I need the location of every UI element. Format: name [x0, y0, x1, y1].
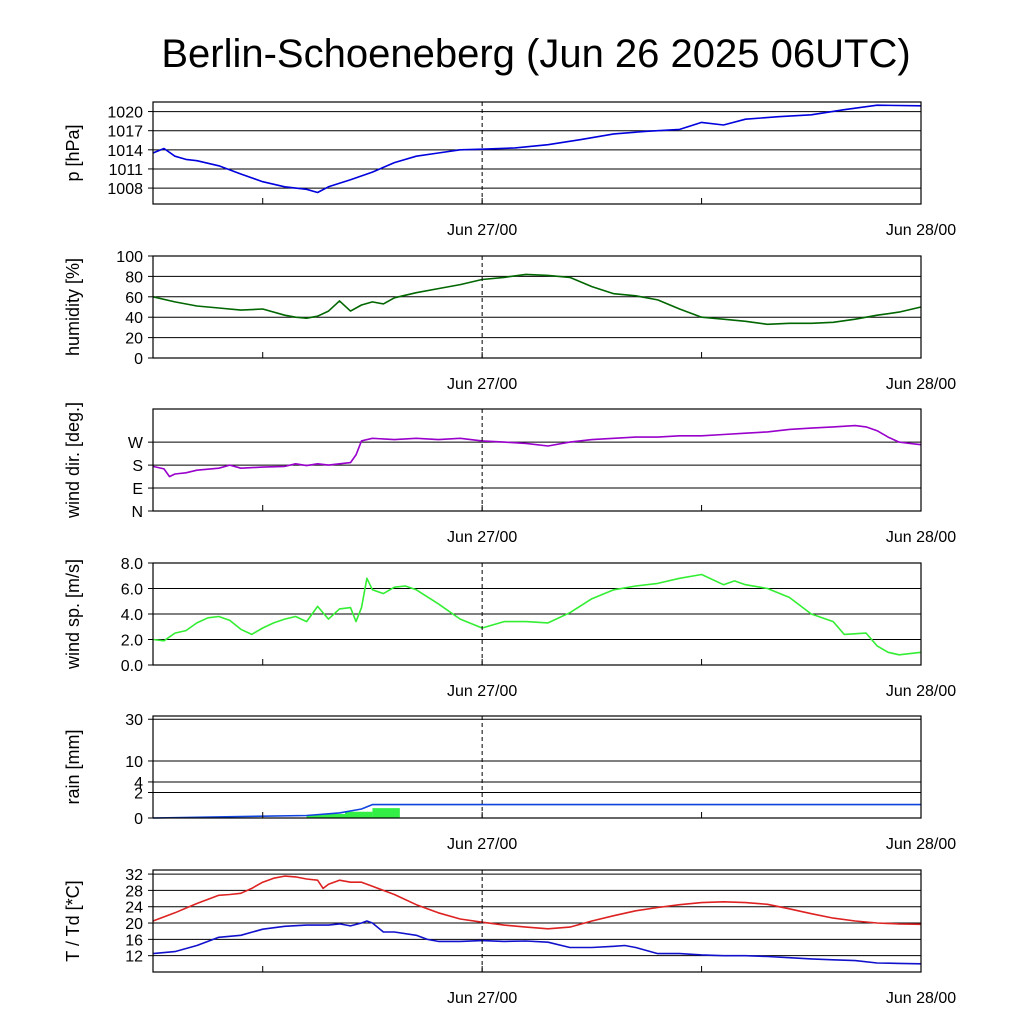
panel-frame-rain: [152, 715, 922, 819]
x-tick-label-humidity-0: Jun 27/00: [447, 376, 517, 393]
y-tick-label-wind_speed-2: 4.0: [121, 607, 143, 624]
x-tick-label-humidity-1: Jun 28/00: [886, 376, 956, 393]
y-tick-label-rain-3: 10: [125, 754, 143, 771]
y-tick-label-humidity-5: 100: [116, 249, 143, 266]
y-tick-label-wind_dir-2: S: [132, 458, 143, 475]
series-line-rain-0: [152, 803, 921, 819]
panel-frame-pressure: [152, 101, 922, 205]
x-tick-label-pressure-1: Jun 28/00: [886, 222, 956, 239]
series-line-pressure-0: [152, 104, 922, 194]
rain-bar-0: [306, 814, 324, 818]
y-tick-label-temperature-5: 32: [125, 867, 143, 884]
y-tick-label-humidity-4: 80: [125, 269, 143, 286]
y-tick-label-humidity-0: 0: [134, 351, 143, 368]
rain-bar-3: [372, 808, 400, 818]
y-axis-label-temperature: T / Td [*C]: [63, 880, 83, 961]
y-tick-label-temperature-3: 24: [125, 900, 143, 917]
y-tick-label-wind_dir-0: N: [131, 504, 143, 521]
x-tick-label-rain-1: Jun 28/00: [886, 836, 956, 853]
panel-frame-humidity: [152, 255, 922, 359]
y-axis-label-rain: rain [mm]: [63, 729, 83, 804]
y-tick-label-pressure-2: 1014: [107, 143, 143, 160]
y-tick-label-wind_speed-1: 2.0: [121, 633, 143, 650]
x-tick-label-pressure-0: Jun 27/00: [447, 222, 517, 239]
y-tick-label-temperature-4: 28: [125, 883, 143, 900]
series-line-wind_speed-0: [152, 573, 922, 656]
y-tick-label-temperature-0: 12: [125, 949, 143, 966]
y-tick-label-pressure-0: 1008: [107, 181, 143, 198]
y-tick-label-pressure-1: 1011: [109, 162, 144, 179]
y-axis-label-pressure: p [hPa]: [63, 124, 83, 181]
panel-frame-wind_speed: [152, 562, 922, 666]
y-tick-label-temperature-1: 16: [125, 932, 143, 949]
x-tick-label-rain-0: Jun 27/00: [447, 836, 517, 853]
y-tick-label-rain-2: 4: [134, 775, 143, 792]
x-tick-label-temperature-1: Jun 28/00: [886, 990, 956, 1007]
y-tick-label-rain-1: 2: [134, 786, 143, 803]
y-tick-label-humidity-1: 20: [125, 331, 143, 348]
x-tick-label-wind_dir-0: Jun 27/00: [447, 529, 517, 546]
y-tick-label-wind_dir-1: E: [132, 481, 143, 498]
y-tick-label-wind_speed-4: 8.0: [121, 556, 143, 573]
y-tick-label-wind_speed-0: 0.0: [121, 658, 143, 675]
y-tick-label-pressure-4: 1020: [107, 105, 143, 122]
y-tick-label-temperature-2: 20: [125, 916, 143, 933]
x-tick-label-wind_dir-1: Jun 28/00: [886, 529, 956, 546]
y-axis-label-humidity: humidity [%]: [63, 258, 83, 356]
series-line-temperature-0: [152, 875, 922, 930]
x-tick-label-temperature-0: Jun 27/00: [447, 990, 517, 1007]
y-tick-label-humidity-2: 40: [125, 310, 143, 327]
y-tick-label-humidity-3: 60: [125, 290, 143, 307]
y-tick-label-rain-0: 0: [134, 811, 143, 828]
y-axis-label-wind_speed: wind sp. [m/s]: [63, 559, 83, 670]
panel-frame-temperature: [152, 869, 922, 973]
x-tick-label-wind_speed-0: Jun 27/00: [447, 683, 517, 700]
y-tick-label-wind_dir-3: W: [128, 435, 144, 452]
y-tick-label-pressure-3: 1017: [107, 124, 143, 141]
y-axis-label-wind_dir: wind dir. [deg.]: [63, 402, 83, 519]
chart-title: Berlin-Schoeneberg (Jun 26 2025 06UTC): [161, 32, 910, 76]
rain-bar-2: [345, 811, 373, 818]
y-tick-label-wind_speed-3: 6.0: [121, 582, 143, 599]
panel-frame-wind_dir: [152, 408, 922, 512]
y-tick-label-rain-4: 30: [125, 712, 143, 729]
series-line-wind_dir-0: [152, 424, 922, 478]
rain-bar-1: [323, 813, 345, 818]
x-tick-label-wind_speed-1: Jun 28/00: [886, 683, 956, 700]
